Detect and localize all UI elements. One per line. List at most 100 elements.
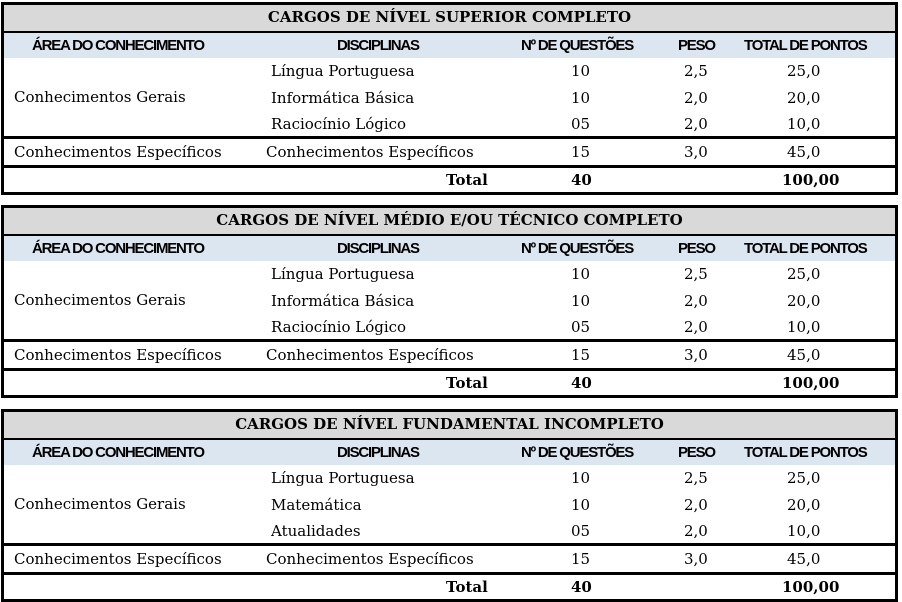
table-title: CARGOS DE NÍVEL FUNDAMENTAL INCOMPLETO <box>4 412 895 440</box>
general-area-label: Conhecimentos Gerais <box>14 88 186 106</box>
header-row: ÁREA DO CONHECIMENTO DISCIPLINAS Nº DE Q… <box>4 33 895 58</box>
header-total: TOTAL DE PONTOS <box>744 37 868 54</box>
questoes: 10 <box>571 265 591 283</box>
header-questoes: Nº DE QUESTÕES <box>521 240 634 257</box>
total-questoes: 40 <box>571 374 592 392</box>
header-peso: PESO <box>678 444 716 461</box>
questoes: 10 <box>571 469 591 487</box>
table-row: Informática Básica 10 2,0 20,0 <box>4 288 895 314</box>
header-total: TOTAL DE PONTOS <box>744 240 868 257</box>
total-row: Total 40 100,00 <box>4 165 895 192</box>
header-peso: PESO <box>678 240 716 257</box>
table-row: Raciocínio Lógico 05 2,0 10,0 <box>4 111 895 137</box>
total-label: Total <box>446 578 488 596</box>
specific-disciplina: Conhecimentos Específicos <box>266 550 474 568</box>
general-section: Conhecimentos Gerais Língua Portuguesa 1… <box>4 465 895 543</box>
disciplina: Matemática <box>271 496 362 514</box>
peso: 2,5 <box>684 469 708 487</box>
table-title: CARGOS DE NÍVEL SUPERIOR COMPLETO <box>4 5 895 33</box>
disciplina: Raciocínio Lógico <box>271 318 407 336</box>
table-nivel-superior: CARGOS DE NÍVEL SUPERIOR COMPLETO ÁREA D… <box>1 2 898 195</box>
specific-disciplina: Conhecimentos Específicos <box>266 346 474 364</box>
table-row: Língua Portuguesa 10 2,5 25,0 <box>4 261 895 287</box>
questoes: 05 <box>571 115 591 133</box>
total: 25,0 <box>787 62 821 80</box>
total-pontos: 100,00 <box>782 374 840 392</box>
disciplina: Língua Portuguesa <box>271 265 415 283</box>
header-area: ÁREA DO CONHECIMENTO <box>32 240 205 257</box>
total-row: Total 40 100,00 <box>4 368 895 395</box>
general-section: Conhecimentos Gerais Língua Portuguesa 1… <box>4 58 895 136</box>
header-disciplinas: DISCIPLINAS <box>337 240 420 257</box>
general-area-label: Conhecimentos Gerais <box>14 495 186 513</box>
table-row: Língua Portuguesa 10 2,5 25,0 <box>4 465 895 491</box>
specific-questoes: 15 <box>571 550 591 568</box>
specific-peso: 3,0 <box>684 346 708 364</box>
total: 10,0 <box>787 522 821 540</box>
specific-questoes: 15 <box>571 346 591 364</box>
total-pontos: 100,00 <box>782 171 840 189</box>
disciplina: Raciocínio Lógico <box>271 115 407 133</box>
disciplina: Informática Básica <box>271 292 415 310</box>
peso: 2,0 <box>684 522 708 540</box>
disciplina: Informática Básica <box>271 89 415 107</box>
specific-row: Conhecimentos Específicos Conhecimentos … <box>4 543 895 572</box>
table-nivel-fundamental: CARGOS DE NÍVEL FUNDAMENTAL INCOMPLETO Á… <box>1 409 898 602</box>
questoes: 05 <box>571 318 591 336</box>
questoes: 10 <box>571 496 591 514</box>
header-area: ÁREA DO CONHECIMENTO <box>32 444 205 461</box>
total: 25,0 <box>787 265 821 283</box>
total-questoes: 40 <box>571 578 592 596</box>
specific-area: Conhecimentos Específicos <box>14 346 222 364</box>
header-questoes: Nº DE QUESTÕES <box>521 37 634 54</box>
header-disciplinas: DISCIPLINAS <box>337 444 420 461</box>
specific-row: Conhecimentos Específicos Conhecimentos … <box>4 339 895 368</box>
peso: 2,5 <box>684 62 708 80</box>
questoes: 10 <box>571 89 591 107</box>
disciplina: Língua Portuguesa <box>271 62 415 80</box>
table-row: Atualidades 05 2,0 10,0 <box>4 518 895 544</box>
header-peso: PESO <box>678 37 716 54</box>
disciplina: Atualidades <box>271 522 361 540</box>
general-area-label: Conhecimentos Gerais <box>14 291 186 309</box>
questoes: 10 <box>571 62 591 80</box>
specific-row: Conhecimentos Específicos Conhecimentos … <box>4 136 895 165</box>
specific-total: 45,0 <box>787 550 821 568</box>
specific-total: 45,0 <box>787 346 821 364</box>
table-row: Língua Portuguesa 10 2,5 25,0 <box>4 58 895 84</box>
specific-peso: 3,0 <box>684 550 708 568</box>
header-questoes: Nº DE QUESTÕES <box>521 444 634 461</box>
total: 10,0 <box>787 318 821 336</box>
specific-peso: 3,0 <box>684 143 708 161</box>
total-row: Total 40 100,00 <box>4 572 895 599</box>
specific-area: Conhecimentos Específicos <box>14 550 222 568</box>
header-total: TOTAL DE PONTOS <box>744 444 868 461</box>
specific-disciplina: Conhecimentos Específicos <box>266 143 474 161</box>
total: 20,0 <box>787 496 821 514</box>
total-pontos: 100,00 <box>782 578 840 596</box>
header-area: ÁREA DO CONHECIMENTO <box>32 37 205 54</box>
total: 20,0 <box>787 292 821 310</box>
table-title: CARGOS DE NÍVEL MÉDIO E/OU TÉCNICO COMPL… <box>4 208 895 236</box>
peso: 2,0 <box>684 115 708 133</box>
specific-total: 45,0 <box>787 143 821 161</box>
total-label: Total <box>446 374 488 392</box>
peso: 2,0 <box>684 318 708 336</box>
table-nivel-medio: CARGOS DE NÍVEL MÉDIO E/OU TÉCNICO COMPL… <box>1 205 898 398</box>
peso: 2,5 <box>684 265 708 283</box>
header-row: ÁREA DO CONHECIMENTO DISCIPLINAS Nº DE Q… <box>4 440 895 465</box>
disciplina: Língua Portuguesa <box>271 469 415 487</box>
questoes: 10 <box>571 292 591 310</box>
header-disciplinas: DISCIPLINAS <box>337 37 420 54</box>
total-questoes: 40 <box>571 171 592 189</box>
peso: 2,0 <box>684 292 708 310</box>
header-row: ÁREA DO CONHECIMENTO DISCIPLINAS Nº DE Q… <box>4 236 895 261</box>
table-row: Matemática 10 2,0 20,0 <box>4 492 895 518</box>
general-section: Conhecimentos Gerais Língua Portuguesa 1… <box>4 261 895 339</box>
peso: 2,0 <box>684 496 708 514</box>
specific-questoes: 15 <box>571 143 591 161</box>
questoes: 05 <box>571 522 591 540</box>
table-row: Informática Básica 10 2,0 20,0 <box>4 85 895 111</box>
peso: 2,0 <box>684 89 708 107</box>
total-label: Total <box>446 171 488 189</box>
